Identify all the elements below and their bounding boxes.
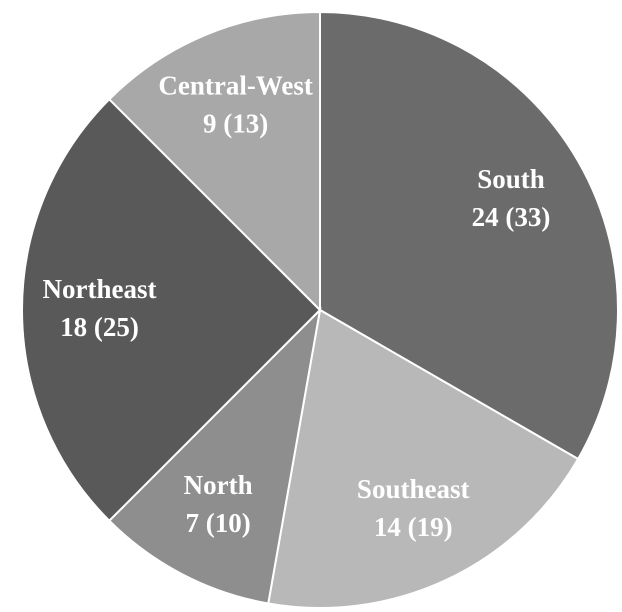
slice-label: Central-West (158, 70, 312, 100)
pie-slice (267, 308, 580, 609)
slice-value: 18 (25) (60, 312, 139, 342)
slice-value: 14 (19) (374, 512, 453, 542)
pie-slice (319, 10, 620, 461)
slice-label: North (184, 470, 253, 500)
pie-slice (107, 307, 322, 605)
slice-value: 9 (13) (203, 108, 268, 138)
pie-slice (21, 97, 322, 523)
slice-value: 24 (33) (472, 202, 551, 232)
slice-label: Southeast (357, 474, 470, 504)
slice-label: Northeast (42, 274, 156, 304)
slice-label: South (477, 164, 545, 194)
slice-value: 7 (10) (186, 508, 251, 538)
pie-slice (107, 10, 321, 313)
